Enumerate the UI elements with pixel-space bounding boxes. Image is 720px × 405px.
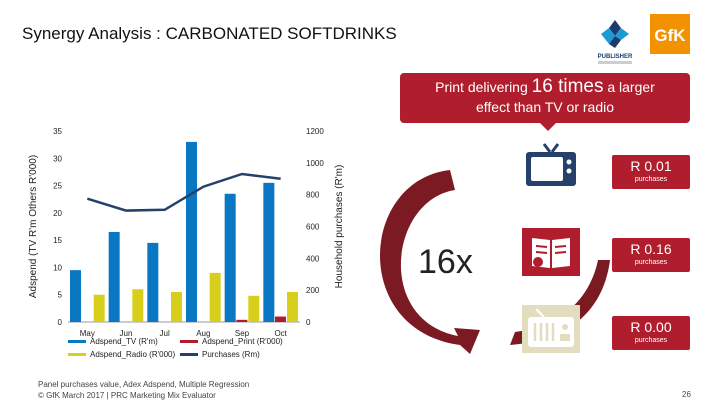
publisher-logo: PUBLISHER <box>598 20 633 64</box>
tv-icon <box>526 143 576 186</box>
footer-copyright: © GfK March 2017 | PRC Marketing Mix Eva… <box>38 391 216 400</box>
y2-tick-label: 400 <box>306 254 320 263</box>
svg-text:GfK: GfK <box>654 26 686 45</box>
x-tick-label: Jul <box>160 329 170 338</box>
legend-swatch <box>68 340 86 343</box>
bar-tv <box>70 270 81 322</box>
radio-cost-box: R 0.00 purchases <box>612 316 690 350</box>
svg-text:PUBLISHER: PUBLISHER <box>598 54 633 60</box>
x-tick-label: Jun <box>120 329 133 338</box>
legend-label: Adspend_Radio (R'000) <box>90 350 175 359</box>
legend-swatch <box>180 353 198 356</box>
y2-tick-label: 600 <box>306 223 320 232</box>
bar-tv <box>186 141 197 322</box>
y2-tick-label: 1000 <box>306 159 324 168</box>
tv-cost-unit: purchases <box>634 176 668 183</box>
callout-highlight: 16 times <box>531 76 604 97</box>
bar-radio <box>171 291 182 322</box>
page-number: 26 <box>682 390 691 399</box>
y2-tick-label: 200 <box>306 286 320 295</box>
footer-source: Panel purchases value, Adex Adspend, Mul… <box>38 380 250 389</box>
bar-print <box>275 316 286 322</box>
y-tick-label: 25 <box>53 182 62 191</box>
y2-tick-label: 800 <box>306 191 320 200</box>
y-tick-label: 30 <box>53 154 62 163</box>
bar-radio <box>209 272 221 322</box>
bar-radio <box>248 295 260 322</box>
bar-tv <box>224 193 236 322</box>
y-tick-label: 35 <box>53 127 62 136</box>
callout-text-pre: Print delivering <box>435 79 532 95</box>
bar-radio <box>93 294 105 322</box>
y2-tick-label: 0 <box>306 318 311 327</box>
y-tick-label: 5 <box>58 291 63 300</box>
bar-tv <box>108 231 120 322</box>
y-tick-label: 15 <box>53 236 62 245</box>
print-cost-unit: purchases <box>634 259 668 266</box>
bar-tv <box>147 242 159 322</box>
print-cost-box: R 0.16 purchases <box>612 238 690 272</box>
page-title: Synergy Analysis : CARBONATED SOFTDRINKS <box>22 24 397 43</box>
legend-label: Adspend_TV (R'm) <box>90 337 158 346</box>
y2-tick-label: 1200 <box>306 127 324 136</box>
synergy-arc <box>380 170 610 354</box>
legend-swatch <box>68 353 86 356</box>
bar-radio <box>287 291 298 322</box>
tv-cost-box: R 0.01 purchases <box>612 155 690 189</box>
callout-text-line2: effect than TV or radio <box>475 99 614 115</box>
gfk-logo: GfK <box>650 14 690 54</box>
y-tick-label: 10 <box>53 263 62 272</box>
radio-icon <box>522 305 580 353</box>
times-label: 16x <box>418 243 473 281</box>
bar-print <box>236 319 248 322</box>
y2-axis-title: Household purchases (R'm) <box>334 165 345 289</box>
callout-banner: Print delivering 16 times a larger effec… <box>400 73 690 123</box>
callout-text-post: a larger <box>603 79 655 95</box>
y-axis-title: Adspend (TV R'm Others R'000) <box>28 155 39 298</box>
y-tick-label: 0 <box>58 318 63 327</box>
print-cost-value: R 0.16 <box>630 241 672 257</box>
magazine-icon <box>522 228 580 276</box>
legend-label: Adspend_Print (R'000) <box>202 337 283 346</box>
x-tick-label: May <box>80 329 95 338</box>
bar-tv <box>263 182 275 322</box>
tv-cost-value: R 0.01 <box>630 158 672 174</box>
line-purchases <box>86 172 281 212</box>
x-tick-label: Sep <box>235 329 250 338</box>
y-tick-label: 20 <box>53 209 62 218</box>
bar-radio <box>132 289 144 322</box>
legend-label: Purchases (Rm) <box>202 350 260 359</box>
radio-cost-value: R 0.00 <box>630 319 672 335</box>
callout-tail <box>540 123 556 131</box>
x-tick-label: Oct <box>274 329 287 338</box>
legend-swatch <box>180 340 198 343</box>
x-tick-label: Aug <box>196 329 210 338</box>
radio-cost-unit: purchases <box>634 337 668 344</box>
